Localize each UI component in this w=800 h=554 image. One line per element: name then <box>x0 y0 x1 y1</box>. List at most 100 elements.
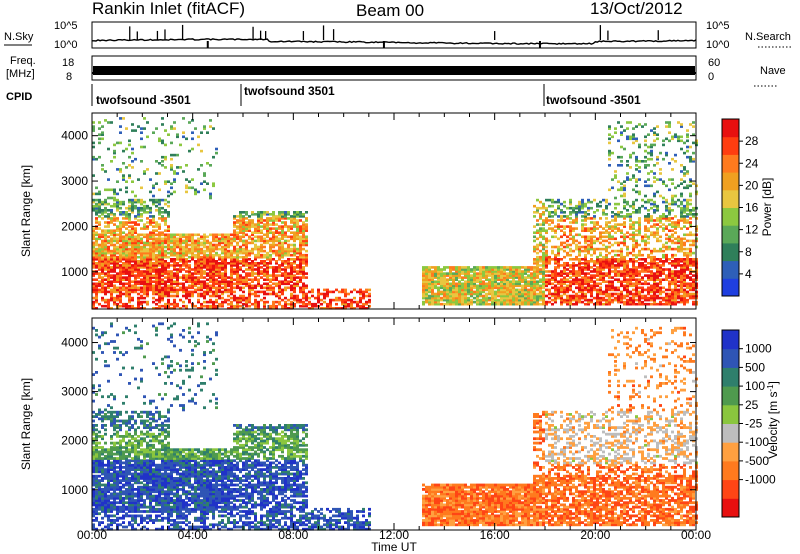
echo-cell <box>161 211 164 214</box>
echo-cell <box>113 276 116 279</box>
echo-cell <box>215 300 218 304</box>
echo-cell <box>659 286 662 290</box>
echo-cell <box>260 219 263 222</box>
echo-cell <box>515 270 518 273</box>
echo-cell <box>212 278 215 281</box>
echo-cell <box>515 280 518 283</box>
echo-cell <box>167 274 170 277</box>
echo-cell <box>635 274 638 277</box>
echo-cell <box>203 266 206 269</box>
echo-cell <box>311 288 314 292</box>
echo-cell <box>107 268 110 271</box>
echo-cell <box>536 268 539 271</box>
echo-cell <box>134 266 137 269</box>
echo-cell <box>602 264 605 267</box>
echo-cell <box>632 151 635 155</box>
echo-cell <box>152 262 155 265</box>
echo-cell <box>128 217 131 220</box>
echo-cell <box>101 264 104 267</box>
echo-cell <box>554 286 557 290</box>
echo-cell <box>107 217 110 220</box>
echo-cell <box>92 192 95 196</box>
echo-cell <box>101 288 104 292</box>
echo-cell <box>287 247 290 251</box>
echo-cell <box>587 284 590 288</box>
echo-cell <box>563 268 566 271</box>
echo-cell <box>266 274 269 277</box>
echo-cell <box>149 260 152 263</box>
echo-cell <box>122 253 125 257</box>
echo-cell <box>296 233 299 237</box>
echo-cell <box>95 264 98 267</box>
echo-cell <box>368 294 371 298</box>
echo-cell <box>530 300 533 304</box>
echo-cell <box>185 280 188 283</box>
echo-cell <box>464 302 467 306</box>
echo-cell <box>629 258 632 261</box>
echo-cell <box>605 262 608 265</box>
echo-cell <box>644 206 647 210</box>
echo-cell <box>239 280 242 283</box>
echo-cell <box>632 300 635 304</box>
echo-cell <box>104 188 107 192</box>
echo-cell <box>275 284 278 288</box>
echo-cell <box>554 284 557 288</box>
echo-cell <box>233 294 236 298</box>
echo-cell <box>242 221 245 224</box>
echo-cell <box>434 270 437 273</box>
echo-cell <box>422 302 425 306</box>
echo-cell <box>182 245 185 249</box>
echo-cell <box>149 268 152 271</box>
echo-cell <box>578 300 581 304</box>
echo-cell <box>134 157 137 161</box>
echo-cell <box>668 294 671 298</box>
echo-cell <box>251 241 254 245</box>
echo-cell <box>605 204 608 208</box>
echo-cell <box>134 217 137 220</box>
echo-cell <box>575 298 578 302</box>
echo-cell <box>239 235 242 239</box>
echo-cell <box>122 174 125 177</box>
echo-cell <box>248 300 251 304</box>
echo-cell <box>92 174 95 177</box>
echo-cell <box>137 296 140 300</box>
echo-cell <box>503 300 506 304</box>
echo-cell <box>629 292 632 296</box>
echo-cell <box>125 180 128 183</box>
echo-cell <box>203 262 206 265</box>
echo-cell <box>92 284 95 288</box>
echo-cell <box>647 133 650 136</box>
echo-cell <box>536 247 539 251</box>
echo-cell <box>302 233 305 237</box>
echo-cell <box>548 296 551 300</box>
echo-cell <box>134 270 137 273</box>
echo-cell <box>470 302 473 306</box>
echo-cell <box>587 239 590 243</box>
echo-cell <box>608 276 611 279</box>
echo-cell <box>578 270 581 273</box>
echo-cell <box>176 253 179 257</box>
echo-cell <box>560 243 563 247</box>
echo-cell <box>647 286 650 290</box>
echo-cell <box>437 302 440 306</box>
echo-cell <box>443 288 446 292</box>
echo-cell <box>212 300 215 304</box>
echo-cell <box>296 298 299 302</box>
echo-cell <box>125 233 128 237</box>
echo-cell <box>248 292 251 296</box>
echo-cell <box>131 204 134 208</box>
echo-cell <box>542 284 545 288</box>
echo-cell <box>554 229 557 232</box>
echo-cell <box>653 292 656 296</box>
echo-cell <box>290 288 293 292</box>
echo-cell <box>641 198 644 202</box>
echo-cell <box>470 284 473 288</box>
echo-cell <box>218 282 221 286</box>
echo-cell <box>95 247 98 251</box>
echo-cell <box>239 227 242 230</box>
echo-cell <box>470 290 473 294</box>
echo-cell <box>164 302 167 306</box>
echo-cell <box>641 253 644 257</box>
echo-cell <box>554 276 557 279</box>
echo-cell <box>662 229 665 232</box>
